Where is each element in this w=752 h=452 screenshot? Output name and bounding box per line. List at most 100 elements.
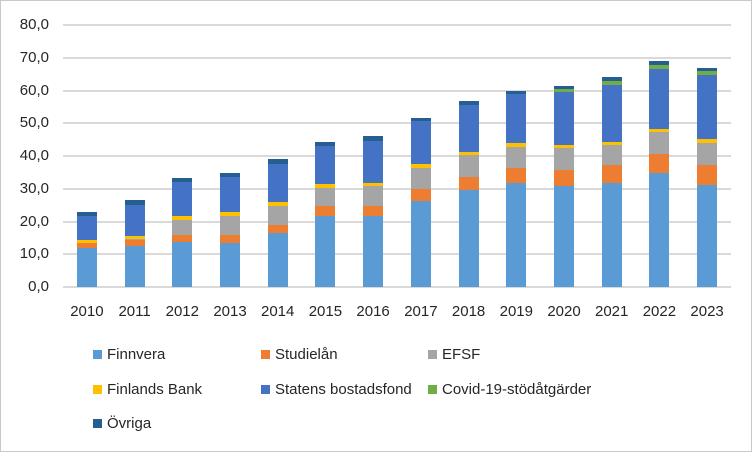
bar-segment-2015-Övriga [315,141,336,146]
bar-segment-2021-EFSF [601,145,622,166]
bar-segment-2020-Studielån [554,169,575,186]
bar-segment-2022-Finnvera [649,173,670,287]
bar-segment-2014-EFSF [267,205,288,226]
bar-stack [458,100,479,287]
bar-segment-2012-EFSF [172,219,193,235]
bar-segment-2015-Finlands Bank [315,184,336,188]
bar-segment-2010-Övriga [76,212,97,216]
bar-segment-2021-Övriga [601,77,622,81]
bar-stack [601,77,622,287]
bar-segment-2023-Statens bostadsfond [697,75,718,140]
bar-column-2011 [111,25,159,287]
bar-segment-2011-Finlands Bank [124,235,145,239]
bar-segment-2017-EFSF [410,167,431,190]
bar-stack [506,90,527,287]
bar-stack [697,67,718,287]
x-axis-tick-label: 2010 [70,303,104,320]
bar-segment-2014-Finlands Bank [267,202,288,206]
bar-segment-2010-Finnvera [76,247,97,287]
bar-segment-2019-Övriga [506,90,527,95]
y-axis-tick-label: 70,0 [19,48,49,66]
bar-segment-2012-Finnvera [172,241,193,287]
legend-swatch-icon [261,349,270,359]
bar-stack [363,136,384,287]
plot-area [63,25,731,287]
bar-segment-2023-Övriga [697,67,718,72]
bar-segment-2013-Övriga [220,173,241,177]
bar-column-2018 [445,25,493,287]
legend-swatch-icon [428,349,437,359]
bar-column-2023 [683,25,731,287]
y-axis-tick-label: 0,0 [28,278,49,295]
x-axis-tick-label: 2015 [308,303,343,320]
x-axis-tick-label: 2018 [451,303,486,320]
bar-stack [220,173,241,287]
bar-segment-2023-Covid-19-stödåtgärder [697,71,718,76]
bar-segment-2019-Finlands Bank [506,143,527,147]
bar-stack [649,61,670,287]
bar-stack [315,141,336,287]
bar-segment-2019-Studielån [506,167,527,184]
bar-column-2020 [540,25,588,287]
bar-segment-2023-EFSF [697,142,718,165]
bar-segment-2013-Finlands Bank [220,212,241,216]
bar-segment-2022-Covid-19-stödåtgärder [649,64,670,69]
bar-segment-2013-Studielån [220,235,241,243]
bar-segment-2012-Övriga [172,178,193,183]
bar-segment-2014-Studielån [267,225,288,234]
x-axis-tick-label: 2017 [404,303,438,320]
gridline [63,122,731,125]
bar-segment-2019-Finnvera [506,183,527,287]
bar-segment-2011-Övriga [124,200,145,205]
gridline [63,220,731,223]
legend-swatch-icon [93,349,102,359]
x-axis-tick-label: 2013 [213,303,247,320]
bar-segment-2019-Statens bostadsfond [506,94,527,144]
bar-column-2021 [588,25,636,287]
bar-segment-2020-Statens bostadsfond [554,91,575,145]
gridline [63,56,731,59]
x-axis-tick-label: 2016 [356,303,390,320]
bar-column-2015 [302,25,350,287]
bar-segment-2015-EFSF [315,187,336,207]
x-axis-tick-label: 2020 [547,303,581,320]
bar-segment-2017-Övriga [410,118,431,122]
gridline [63,155,731,157]
x-axis-tick-label: 2011 [118,303,151,320]
bar-segment-2012-Statens bostadsfond [172,182,193,217]
bar-segment-2018-Övriga [458,100,479,105]
bar-segment-2023-Finlands Bank [697,139,718,143]
bar-segment-2015-Finnvera [315,215,336,287]
x-axis-tick-label: 2021 [595,303,629,320]
legend-swatch-icon [93,418,102,428]
bar-segment-2023-Studielån [697,164,718,185]
bar-segment-2021-Finnvera [601,183,622,287]
bar-segment-2020-Finlands Bank [554,144,575,149]
bar-segment-2022-Statens bostadsfond [649,68,670,130]
bar-segment-2016-Finnvera [363,216,384,287]
gridline [63,24,731,26]
bar-column-2016 [349,25,397,287]
bar-segment-2021-Covid-19-stödåtgärder [601,80,622,86]
bar-segment-2017-Studielån [410,189,431,201]
y-axis-tick-label: 60,0 [19,81,49,99]
bar-segment-2017-Finnvera [410,200,431,287]
bar-segment-2015-Statens bostadsfond [315,145,336,185]
bar-segment-2012-Studielån [172,234,193,242]
bar-segment-2018-Finlands Bank [458,151,479,156]
bar-column-2017 [397,25,445,287]
legend-label: Statens bostadsfond [275,380,412,398]
bar-segment-2022-EFSF [649,132,670,154]
x-axis-tick-label: 2023 [690,303,724,320]
bar-stack [76,212,97,287]
legend-label: Finnvera [107,345,166,363]
bar-column-2022 [636,25,684,287]
bar-segment-2016-Övriga [363,136,384,141]
legend-swatch-icon [93,384,102,394]
gridline [63,286,731,288]
bar-stack [124,200,145,287]
bar-segment-2012-Finlands Bank [172,216,193,220]
bar-segment-2011-Statens bostadsfond [124,204,145,236]
legend-label: Covid-19-stödåtgärder [442,380,592,398]
x-axis-tick-label: 2014 [261,303,295,320]
